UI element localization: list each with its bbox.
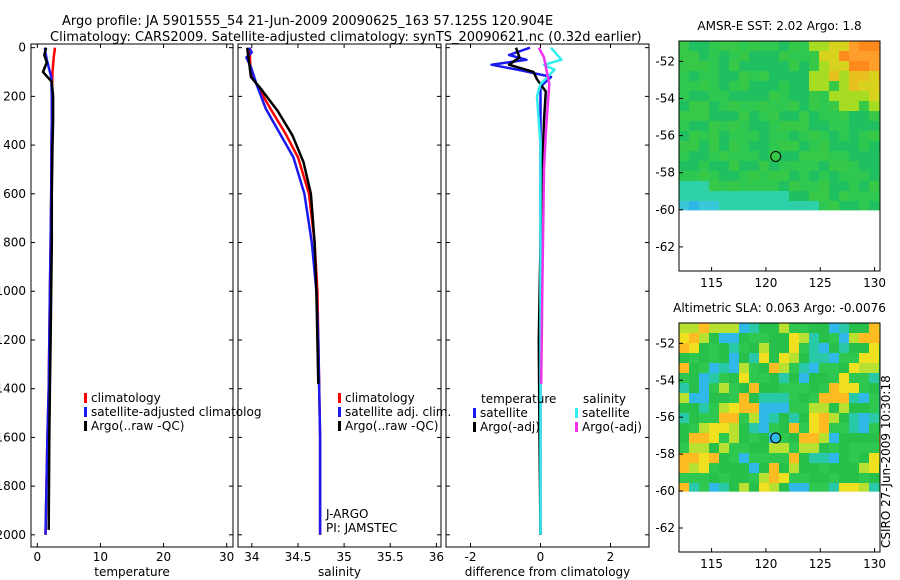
- legend-label: climatology: [345, 391, 415, 405]
- legend-header-salinity: salinity: [583, 392, 626, 406]
- y-tick-label: -56: [655, 129, 675, 143]
- legend-swatch: [338, 393, 341, 403]
- y-tick-label: 1200: [0, 333, 26, 347]
- map-title: Altimetric SLA: 0.063 Argo: -0.0076: [673, 301, 886, 315]
- annotation-pi: PI: JAMSTEC: [326, 521, 397, 535]
- legend-label: Argo(-adj): [480, 420, 540, 434]
- heatmap-cells: [679, 323, 880, 492]
- x-tick-label: 115: [700, 276, 723, 290]
- series-line-magenta: [537, 47, 551, 384]
- y-tick-label: 800: [3, 236, 26, 250]
- legend-swatch: [84, 407, 87, 417]
- x-tick-label: 35.5: [377, 550, 404, 564]
- y-tick-label: 1400: [0, 382, 26, 396]
- legend-swatch: [575, 408, 578, 418]
- annotation-float-program: J-ARGO: [325, 507, 368, 521]
- x-axis-label: temperature: [94, 565, 169, 579]
- y-tick-label: -52: [655, 336, 675, 350]
- legend-label: satellite-adjusted climatolog: [91, 405, 261, 419]
- x-tick-label: 0: [537, 550, 545, 564]
- heatmap-cells: [679, 41, 880, 211]
- legend-label: climatology: [91, 391, 161, 405]
- y-tick-label: 1600: [0, 430, 26, 444]
- series-line-black: [41, 47, 55, 530]
- legend-swatch: [338, 407, 341, 417]
- x-tick-label: 34.5: [285, 550, 312, 564]
- series-line-black: [507, 47, 548, 535]
- legend-swatch: [84, 393, 87, 403]
- series-line-black: [245, 47, 320, 384]
- x-tick-label: 125: [809, 276, 832, 290]
- x-tick-label: 35: [336, 550, 351, 564]
- x-tick-label: 130: [863, 557, 886, 571]
- plot-frame-temperature: [30, 43, 234, 548]
- x-axis-label: salinity: [318, 565, 361, 579]
- y-tick-label: -58: [655, 447, 675, 461]
- title-line-2: Climatology: CARS2009. Satellite-adjuste…: [50, 30, 642, 45]
- map-title: AMSR-E SST: 2.02 Argo: 1.8: [697, 19, 861, 33]
- y-tick-label: -62: [655, 521, 675, 535]
- legend-swatch: [338, 421, 341, 431]
- legend-label: Argo(..raw -QC): [91, 419, 184, 433]
- plot-frame-difference: [445, 43, 650, 548]
- y-tick-label: 0: [18, 41, 26, 55]
- legend-swatch: [473, 408, 476, 418]
- legend-label: Argo(..raw -QC): [345, 419, 438, 433]
- y-tick-label: -56: [655, 410, 675, 424]
- y-tick-label: -58: [655, 166, 675, 180]
- legend-label: Argo(-adj): [582, 420, 642, 434]
- map-frame-sla-map: [678, 322, 881, 553]
- x-tick-label: -2: [465, 550, 477, 564]
- map-frame-sst-map: [678, 40, 881, 272]
- y-tick-label: 2000: [0, 528, 26, 542]
- legend-swatch: [575, 422, 578, 432]
- x-tick-label: 10: [93, 550, 108, 564]
- x-tick-label: 125: [809, 557, 832, 571]
- x-tick-label: 2: [607, 550, 615, 564]
- x-tick-label: 20: [156, 550, 171, 564]
- plot-frame-salinity: [237, 43, 442, 548]
- x-tick-label: 0: [33, 550, 41, 564]
- series-line-cyan: [535, 46, 563, 535]
- y-tick-label: 600: [3, 187, 26, 201]
- y-tick-label: -52: [655, 54, 675, 68]
- argo-position-marker: [770, 432, 782, 444]
- y-tick-label: -60: [655, 203, 675, 217]
- argo-position-marker: [770, 150, 782, 162]
- y-tick-label: 200: [3, 89, 26, 103]
- y-tick-label: 1800: [0, 479, 26, 493]
- legend-label: satellite: [480, 406, 528, 420]
- x-tick-label: 120: [754, 557, 777, 571]
- x-tick-label: 120: [754, 276, 777, 290]
- y-tick-label: 1000: [0, 284, 26, 298]
- title-line-1: Argo profile: JA 5901555_54 21-Jun-2009 …: [62, 14, 554, 29]
- x-tick-label: 36: [429, 550, 444, 564]
- y-tick-label: -54: [655, 373, 675, 387]
- legend-swatch: [473, 422, 476, 432]
- y-tick-label: -62: [655, 240, 675, 254]
- legend-label: satellite adj. clim.: [345, 405, 451, 419]
- y-tick-label: -60: [655, 484, 675, 498]
- y-tick-label: 400: [3, 138, 26, 152]
- x-axis-label: difference from climatology: [465, 565, 631, 579]
- legend-swatch: [84, 421, 87, 431]
- x-tick-label: 34: [244, 550, 259, 564]
- x-tick-label: 115: [700, 557, 723, 571]
- x-tick-label: 30: [219, 550, 234, 564]
- credit-text: CSIRO 27-Jun-2009 10:30:18: [879, 375, 893, 548]
- x-tick-label: 130: [863, 276, 886, 290]
- legend-label: satellite: [582, 406, 630, 420]
- legend-header-temperature: temperature: [481, 392, 556, 406]
- y-tick-label: -54: [655, 92, 675, 106]
